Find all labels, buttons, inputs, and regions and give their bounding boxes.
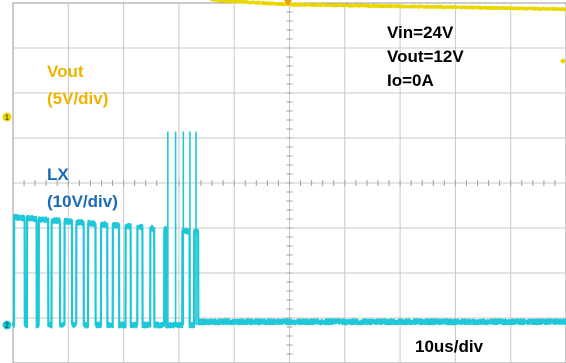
vout-scale-label: (5V/div) [47,89,108,108]
graticule [12,2,566,363]
lx-scale-label: (10V/div) [47,192,118,211]
channel-2-marker: 2 [2,320,12,330]
vout-series-label: Vout [47,62,84,81]
lx-trace-line [11,213,566,329]
vout-trace-line [209,0,566,12]
channel-1-marker-text: 1 [5,115,9,122]
trigger-marker-icon [284,0,292,6]
vout-trace [209,0,566,12]
trigger-level-marker-icon [560,58,566,64]
condition-vout: Vout=12V [387,47,464,66]
lx-trace [11,131,566,329]
time-scale-label: 10us/div [415,337,484,356]
condition-io: Io=0A [387,71,434,90]
channel-2-marker-text: 2 [5,323,9,330]
lx-series-label: LX [47,165,69,184]
condition-vin: Vin=24V [387,23,454,42]
channel-1-marker: 1 [2,112,12,122]
